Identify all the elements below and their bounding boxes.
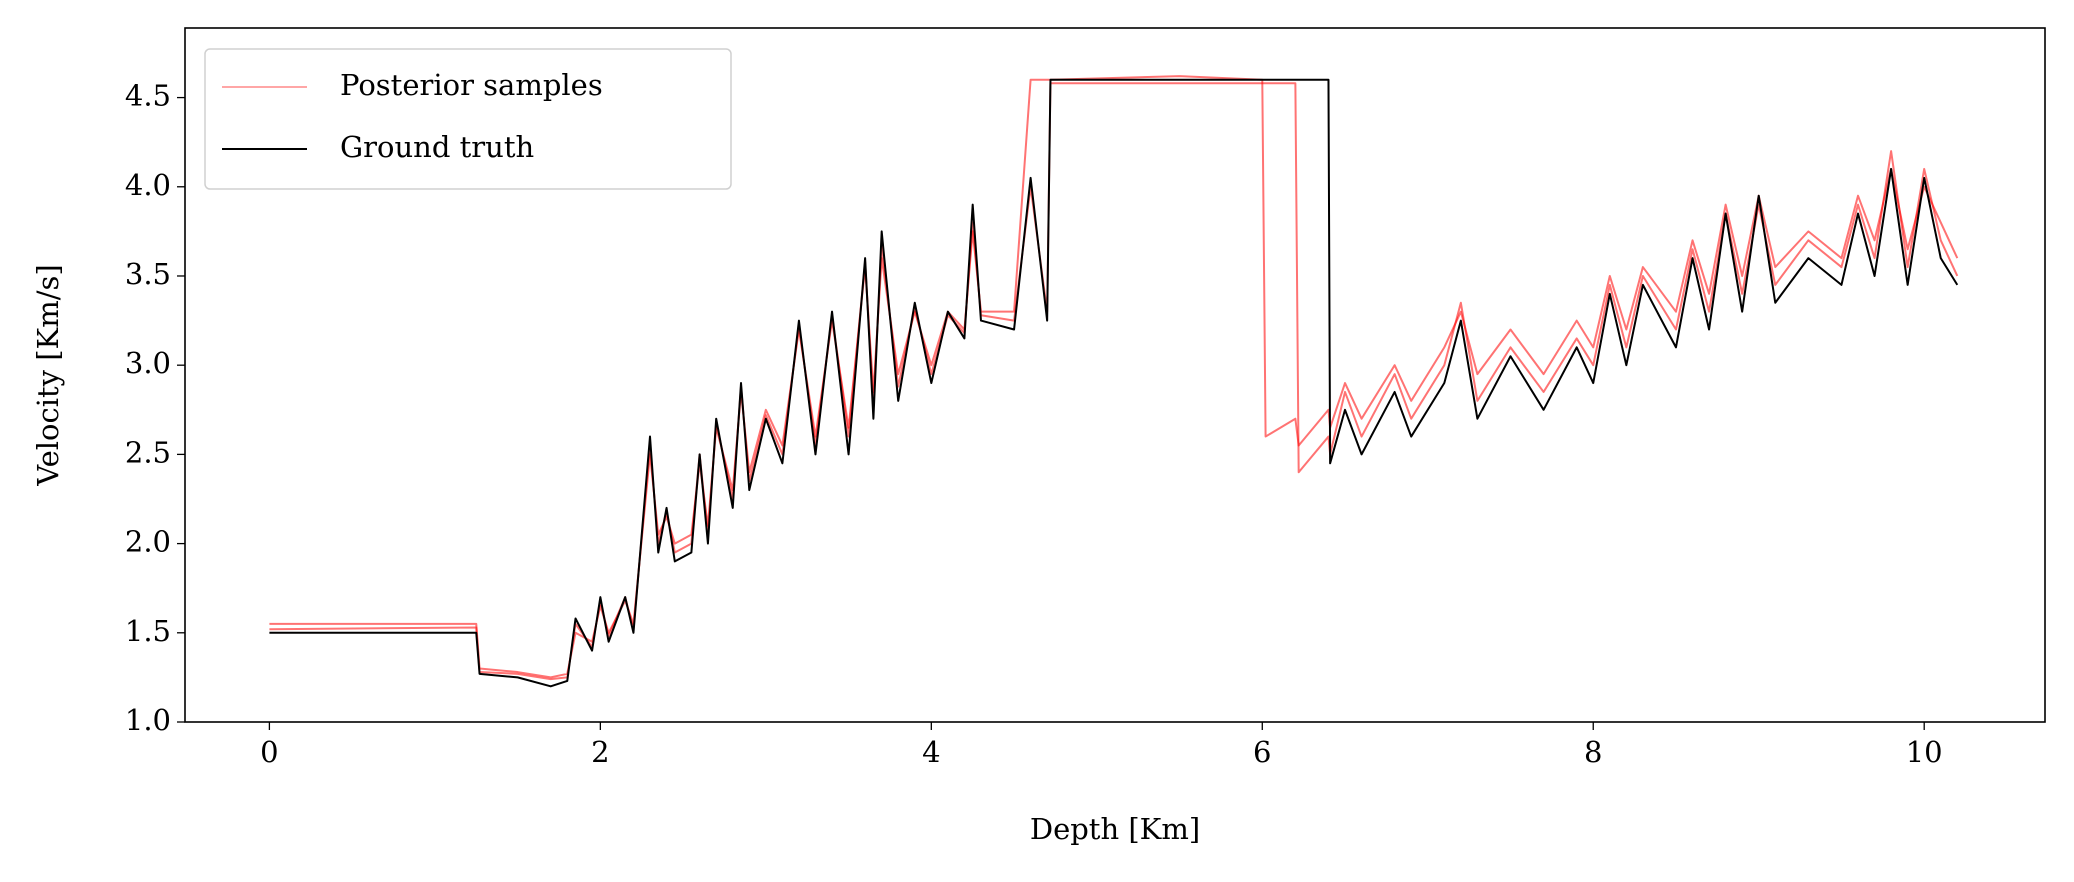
x-tick-label: 6 <box>1253 735 1271 769</box>
x-tick-label: 2 <box>591 735 609 769</box>
sample-line <box>269 75 1959 679</box>
legend-box <box>204 48 732 190</box>
y-tick-label: 3.0 <box>125 346 171 380</box>
y-tick-label: 2.5 <box>125 435 171 469</box>
x-axis-label: Depth [Km] <box>1030 812 1200 846</box>
series-line <box>269 78 1959 688</box>
legend-label: Posterior samples <box>340 68 603 102</box>
x-tick-label: 10 <box>1906 735 1943 769</box>
x-tick-label: 4 <box>922 735 940 769</box>
legend-label: Ground truth <box>340 130 534 164</box>
y-tick-label: 2.0 <box>125 525 171 559</box>
x-tick-label: 0 <box>260 735 278 769</box>
y-tick-label: 4.5 <box>125 79 171 113</box>
y-tick-label: 1.0 <box>125 703 171 737</box>
y-tick-label: 4.0 <box>125 168 171 202</box>
y-axis-label: Velocity [Km/s] <box>31 264 65 486</box>
axes-frame <box>184 27 2046 723</box>
x-tick-label: 8 <box>1584 735 1602 769</box>
y-tick-label: 3.5 <box>125 257 171 291</box>
y-tick-label: 1.5 <box>125 614 171 648</box>
